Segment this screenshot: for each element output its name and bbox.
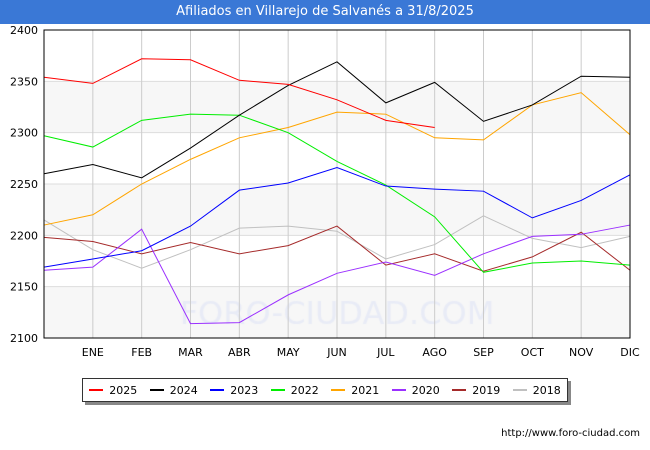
y-tick-label: 2300 [10,127,38,140]
legend-label: 2021 [351,383,380,397]
legend-swatch [210,389,225,391]
x-tick-label: MAY [277,346,300,359]
x-tick-label: ENE [82,346,104,359]
series-line-2019 [43,225,631,272]
x-tick-label: NOV [569,346,594,359]
series-line-2018 [43,215,631,269]
series-line-2023 [43,167,631,268]
legend-item-2025: 2025 [89,384,137,397]
legend-label: 2023 [230,383,259,397]
legend-swatch [452,389,467,391]
y-tick-label: 2100 [10,332,38,345]
x-tick-label: ABR [228,346,251,359]
x-tick-label: SEP [473,346,494,359]
series-line-2024 [43,61,631,179]
legend: 2025 2024 2023 2022 2021 2020 2019 2018 [82,378,568,402]
x-tick-label: OCT [521,346,544,359]
legend-item-2019: 2019 [452,384,500,397]
plot-border [43,29,631,339]
x-tick-label: DIC [620,346,640,359]
y-tick-label: 2250 [10,178,38,191]
legend-swatch [89,389,104,391]
series-line-2022 [43,113,631,273]
legend-label: 2019 [472,383,501,397]
legend-swatch [331,389,346,391]
footer-url[interactable]: http://www.foro-ciudad.com [501,428,640,439]
legend-label: 2018 [532,383,561,397]
series-line-2020 [43,224,631,325]
legend-swatch [391,389,406,391]
legend-label: 2020 [411,383,440,397]
legend-label: 2025 [109,383,138,397]
x-tick-label: JUL [376,346,395,359]
legend-swatch [149,389,164,391]
legend-label: 2022 [290,383,319,397]
x-tick-label: AGO [422,346,447,359]
x-tick-label: FEB [131,346,152,359]
legend-swatch [270,389,285,391]
legend-item-2020: 2020 [391,383,440,397]
x-tick-label: JUN [326,346,347,359]
y-tick-label: 2150 [10,281,38,294]
legend-item-2021: 2021 [331,384,379,397]
legend-item-2023: 2023 [210,384,258,397]
series-line-2025 [43,58,435,129]
legend-swatch [512,389,527,391]
legend-item-2024: 2024 [149,383,198,397]
x-tick-label: MAR [178,346,203,359]
chart-title: Afiliados en Villarejo de Salvanés a 31/… [0,0,650,24]
legend-item-2018: 2018 [512,383,561,397]
y-tick-label: 2200 [10,229,38,242]
y-tick-label: 2350 [10,75,38,88]
legend-label: 2024 [169,383,198,397]
y-tick-label: 2400 [10,24,38,37]
legend-item-2022: 2022 [270,383,319,397]
